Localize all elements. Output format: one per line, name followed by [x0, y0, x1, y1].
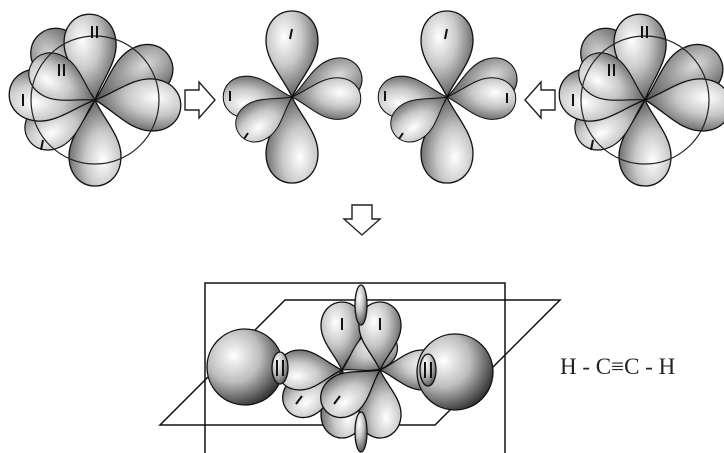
overlap	[355, 285, 367, 325]
arrow	[525, 82, 555, 118]
atom-orbitals	[557, 12, 724, 186]
overlap	[420, 354, 436, 386]
arrow	[344, 205, 380, 235]
atom-orbitals	[378, 11, 523, 183]
formula: H - C≡C - H	[560, 354, 675, 379]
overlap	[272, 352, 288, 384]
molecule-orbitals	[160, 283, 560, 453]
atom-orbitals	[7, 12, 183, 186]
arrow	[185, 82, 215, 118]
overlap	[355, 412, 367, 452]
orbital-diagram: H - C≡C - H	[0, 0, 724, 453]
atom-orbitals	[223, 11, 368, 183]
